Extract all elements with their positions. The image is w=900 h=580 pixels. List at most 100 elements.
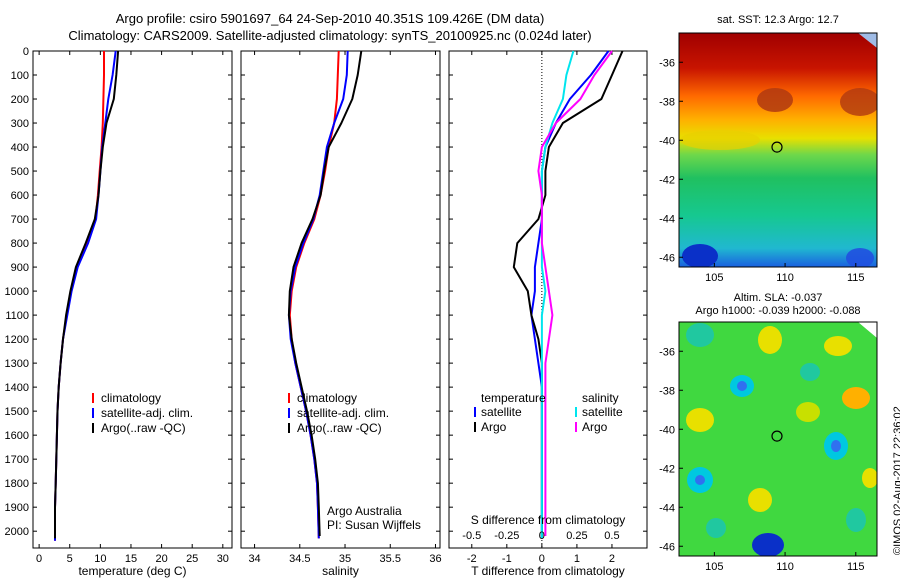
lon-tick-label: 110 bbox=[776, 272, 794, 284]
y-tick-label: 1700 bbox=[5, 454, 29, 466]
series-line-4 bbox=[537, 50, 613, 536]
y-tick-label: 800 bbox=[11, 238, 29, 250]
x-tick-label: 35.5 bbox=[380, 553, 401, 565]
x-axis-label: T difference from climatology bbox=[471, 564, 625, 578]
credit-annotation: Argo Australia bbox=[327, 504, 402, 518]
y-tick-label: 900 bbox=[11, 262, 29, 274]
x-tick-label: 0 bbox=[539, 553, 545, 565]
lat-tick-label: -42 bbox=[659, 463, 675, 475]
lon-tick-label: 115 bbox=[847, 561, 865, 573]
x-tick-label: 20 bbox=[155, 553, 167, 565]
lat-tick-label: -40 bbox=[659, 424, 675, 436]
y-tick-label: 1900 bbox=[5, 502, 29, 514]
y-tick-label: 100 bbox=[11, 70, 29, 82]
y-tick-label: 700 bbox=[11, 214, 29, 226]
y-tick-label: 1000 bbox=[5, 286, 29, 298]
x-tick-label: 35 bbox=[339, 553, 351, 565]
series-line-3 bbox=[287, 50, 363, 537]
x-tick-label: 2 bbox=[609, 553, 615, 565]
y-tick-label: 600 bbox=[11, 190, 29, 202]
x-tick-label: 25 bbox=[186, 553, 198, 565]
x-tick-label: 0 bbox=[36, 553, 42, 565]
x-tick-label: 10 bbox=[94, 553, 106, 565]
sst-map bbox=[678, 32, 878, 268]
lat-tick-label: -42 bbox=[659, 174, 675, 186]
figure-title-line2: Climatology: CARS2009. Satellite-adjuste… bbox=[68, 28, 592, 43]
secondary-x-tick-label: 0.25 bbox=[566, 530, 587, 542]
y-tick-label: 1200 bbox=[5, 334, 29, 346]
lat-tick-label: -36 bbox=[659, 57, 675, 69]
secondary-x-axis-label: S difference from climatology bbox=[471, 513, 626, 527]
legend-entry: Argo bbox=[582, 420, 608, 434]
argo-position-marker bbox=[771, 141, 783, 153]
legend-entry: satellite-adj. clim. bbox=[297, 406, 389, 420]
legend-entry: Argo bbox=[481, 420, 507, 434]
x-tick-label: -2 bbox=[467, 553, 477, 565]
y-tick-label: 1600 bbox=[5, 430, 29, 442]
sla-map-subtitle: Argo h1000: -0.039 h2000: -0.088 bbox=[695, 305, 861, 317]
secondary-x-tick-label: 0.5 bbox=[604, 530, 619, 542]
legend-entry: climatology bbox=[297, 391, 357, 405]
lat-tick-label: -46 bbox=[659, 541, 675, 553]
y-tick-label: 400 bbox=[11, 142, 29, 154]
y-tick-label: 300 bbox=[11, 118, 29, 130]
sst-map-field bbox=[679, 33, 877, 267]
legend-entry: satellite bbox=[481, 405, 522, 419]
profile-panel-2: 34 34.5 35 35.5 36 salinity climatologysatelli… bbox=[240, 50, 442, 578]
sla-map-title: Altim. SLA: -0.037 bbox=[733, 292, 823, 304]
lat-tick-label: -46 bbox=[659, 252, 675, 264]
x-tick-label: 15 bbox=[125, 553, 137, 565]
y-tick-label: 2000 bbox=[5, 526, 29, 538]
lon-tick-label: 105 bbox=[705, 561, 723, 573]
legend-entry: satellite bbox=[582, 405, 623, 419]
legend-entry: Argo(..raw -QC) bbox=[297, 421, 382, 435]
legend-entry: satellite-adj. clim. bbox=[101, 406, 193, 420]
lat-tick-label: -44 bbox=[659, 213, 675, 225]
x-tick-label: 30 bbox=[217, 553, 229, 565]
lat-tick-label: -38 bbox=[659, 96, 675, 108]
profile-panel-1: 0 100 200 300 400 500 600 700 800 900 1000 1100 1200… bbox=[5, 46, 233, 578]
map-axes-1: -36 -38 -40 -42 -44 -46 105 110 115 bbox=[659, 57, 864, 284]
lat-tick-label: -40 bbox=[659, 135, 675, 147]
profile-panel-3: -2 -1 0 1 2T difference from climatology temp… bbox=[448, 50, 648, 578]
x-axis-label: salinity bbox=[322, 564, 359, 578]
lat-tick-label: -38 bbox=[659, 385, 675, 397]
x-tick-label: 5 bbox=[67, 553, 73, 565]
credit-annotation: PI: Susan Wijffels bbox=[327, 518, 421, 532]
argo-position-marker bbox=[771, 430, 783, 442]
x-tick-label: 1 bbox=[574, 553, 580, 565]
legend-header: temperature bbox=[481, 391, 546, 405]
y-tick-label: 1800 bbox=[5, 478, 29, 490]
lat-tick-label: -44 bbox=[659, 502, 675, 514]
x-tick-label: 34 bbox=[248, 553, 260, 565]
x-axis-label: temperature (deg C) bbox=[78, 564, 186, 578]
x-tick-label: -1 bbox=[502, 553, 512, 565]
series-line-3 bbox=[540, 50, 575, 539]
plot-area bbox=[448, 50, 648, 549]
sla-map bbox=[678, 321, 878, 557]
legend-entry: climatology bbox=[101, 391, 161, 405]
imos-timestamp: ©IMOS 02-Aug-2017 22:36:02 bbox=[892, 406, 900, 555]
x-tick-label: 36 bbox=[429, 553, 441, 565]
y-tick-label: 200 bbox=[11, 94, 29, 106]
plot-area bbox=[32, 50, 233, 549]
lon-tick-label: 115 bbox=[847, 272, 865, 284]
legend-header: salinity bbox=[582, 391, 619, 405]
map-axes-2: -36 -38 -40 -42 -44 -46 105 110 115 bbox=[659, 346, 864, 573]
secondary-x-tick-label: 0 bbox=[539, 530, 545, 542]
y-tick-label: 500 bbox=[11, 166, 29, 178]
x-tick-label: 34.5 bbox=[289, 553, 310, 565]
y-tick-label: 1300 bbox=[5, 358, 29, 370]
plot-area bbox=[240, 50, 441, 549]
lat-tick-label: -36 bbox=[659, 346, 675, 358]
series-line-3 bbox=[54, 50, 120, 539]
y-tick-label: 1500 bbox=[5, 406, 29, 418]
lon-tick-label: 110 bbox=[776, 561, 794, 573]
y-tick-label: 1100 bbox=[5, 310, 29, 322]
sst-map-title: sat. SST: 12.3 Argo: 12.7 bbox=[717, 14, 839, 26]
secondary-x-tick-label: -0.25 bbox=[494, 530, 519, 542]
legend-entry: Argo(..raw -QC) bbox=[101, 421, 186, 435]
lon-tick-label: 105 bbox=[705, 272, 723, 284]
figure-title-line1: Argo profile: csiro 5901697_64 24-Sep-20… bbox=[115, 11, 545, 26]
